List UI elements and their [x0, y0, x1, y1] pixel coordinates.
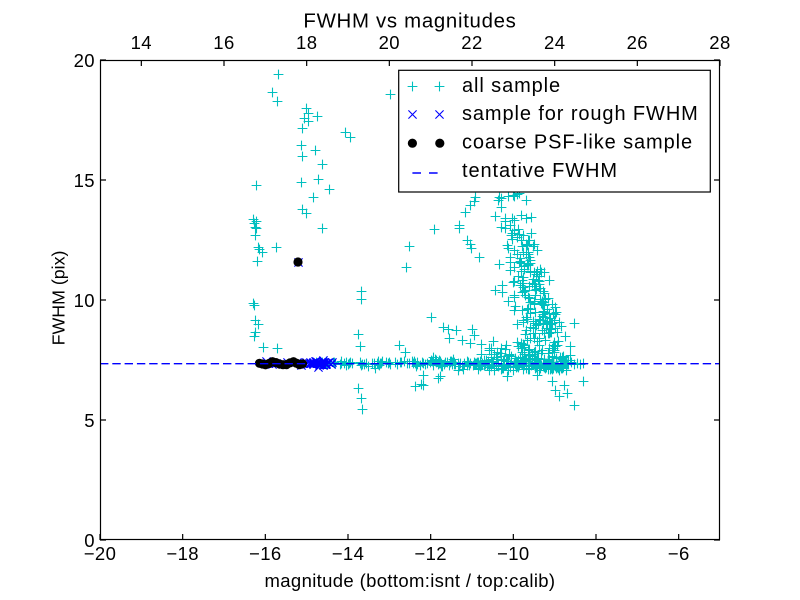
svg-text:−12: −12 — [414, 543, 447, 564]
svg-text:10: 10 — [74, 290, 95, 311]
svg-text:−6: −6 — [668, 543, 690, 564]
svg-text:magnitude (bottom:isnt / top:c: magnitude (bottom:isnt / top:calib) — [265, 570, 556, 591]
svg-text:FWHM (pix): FWHM (pix) — [49, 251, 69, 346]
svg-text:22: 22 — [461, 32, 482, 53]
svg-text:26: 26 — [627, 32, 648, 53]
svg-text:24: 24 — [544, 32, 565, 53]
svg-text:5: 5 — [84, 410, 95, 431]
svg-text:20: 20 — [74, 50, 95, 71]
svg-text:−8: −8 — [585, 543, 607, 564]
svg-text:0: 0 — [84, 530, 95, 551]
svg-text:20: 20 — [379, 32, 400, 53]
svg-text:−18: −18 — [166, 543, 199, 564]
svg-text:FWHM vs magnitudes: FWHM vs magnitudes — [303, 11, 516, 33]
svg-text:sample for rough FWHM: sample for rough FWHM — [462, 103, 699, 125]
svg-text:−14: −14 — [332, 543, 365, 564]
svg-text:15: 15 — [74, 170, 95, 191]
svg-text:−20: −20 — [84, 543, 117, 564]
svg-text:coarse PSF-like sample: coarse PSF-like sample — [462, 132, 693, 154]
svg-text:tentative FWHM: tentative FWHM — [462, 160, 618, 182]
svg-text:−10: −10 — [497, 543, 530, 564]
svg-text:all sample: all sample — [462, 75, 561, 97]
svg-text:18: 18 — [296, 32, 317, 53]
svg-text:14: 14 — [131, 32, 152, 53]
svg-text:−16: −16 — [249, 543, 282, 564]
svg-text:16: 16 — [213, 32, 234, 53]
svg-text:28: 28 — [709, 32, 730, 53]
